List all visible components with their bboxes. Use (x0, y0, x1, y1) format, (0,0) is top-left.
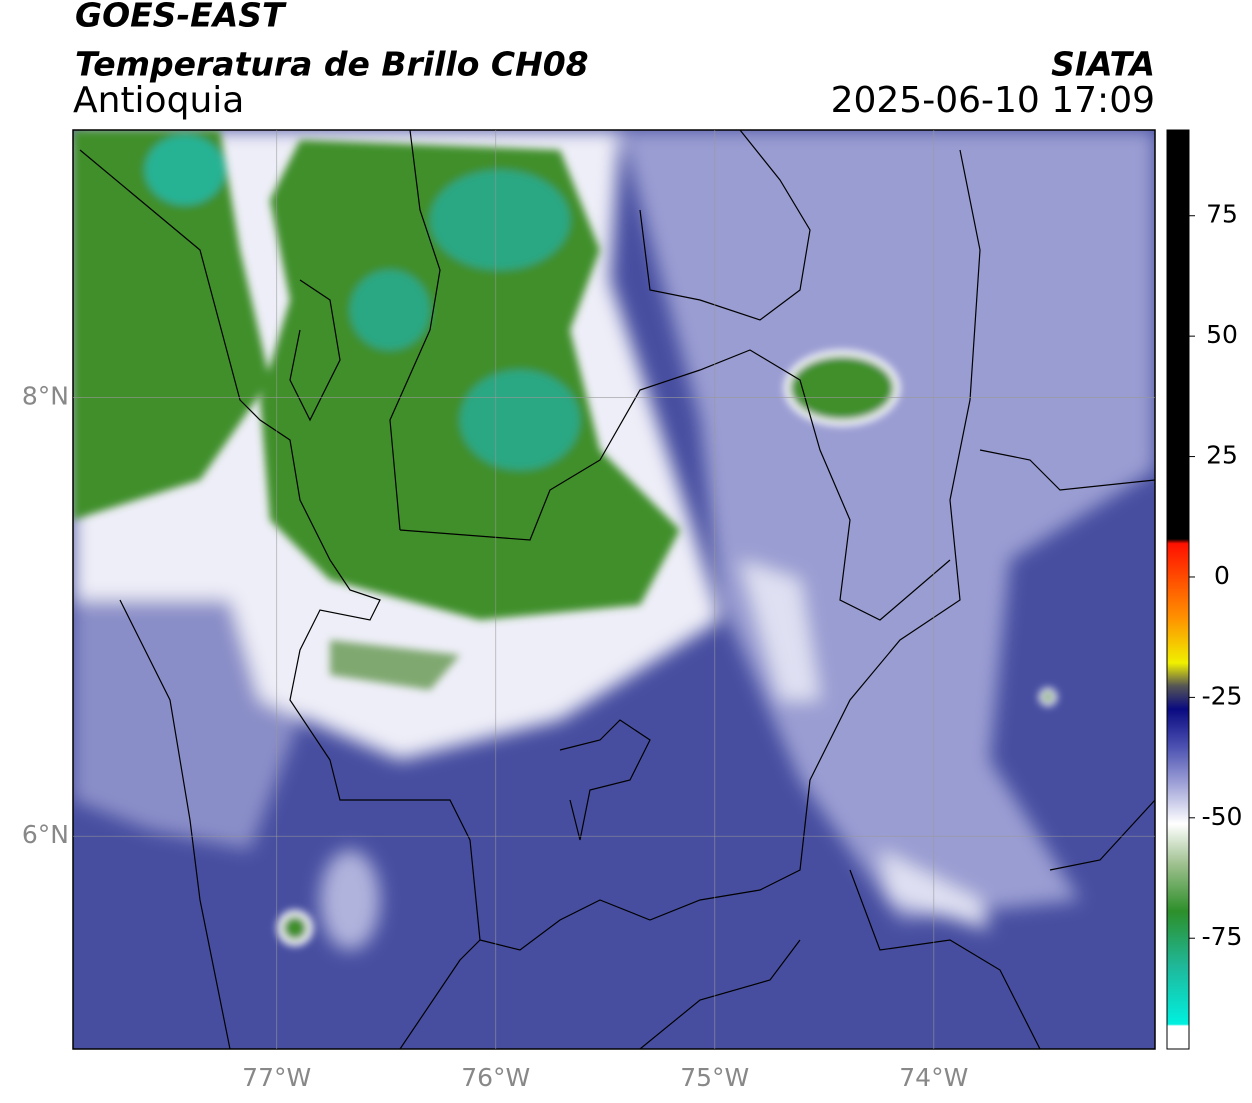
subtitle: Temperatura de Brillo CH08 (75, 45, 589, 84)
x-tick-label: 74°W (899, 1063, 968, 1092)
boundaries (79, 130, 1155, 1049)
x-tick-label: 76°W (461, 1063, 530, 1092)
source: SIATA (1051, 45, 1155, 84)
colorbar-tick-label: 0 (1214, 561, 1230, 590)
colorbar-tick-label: -75 (1202, 922, 1243, 951)
region: Antioquia (73, 80, 244, 121)
colorbar-tick-label: 50 (1206, 320, 1238, 349)
colorbar-tick-label: 25 (1206, 441, 1238, 470)
satellite-image (73, 130, 1155, 1049)
y-tick-label: 8°N (22, 382, 69, 411)
title: GOES-EAST (75, 0, 287, 35)
map-frame (72, 129, 1156, 1050)
x-tick-label: 77°W (242, 1063, 311, 1092)
datetime: 2025-06-10 17:09 (831, 80, 1155, 121)
colorbar-tick-label: -50 (1202, 802, 1243, 831)
colorbar (1166, 129, 1190, 1050)
y-tick-label: 6°N (22, 820, 69, 849)
x-tick-label: 75°W (680, 1063, 749, 1092)
colorbar-tick-label: 75 (1206, 200, 1238, 229)
colorbar-tick-label: -25 (1202, 681, 1243, 710)
